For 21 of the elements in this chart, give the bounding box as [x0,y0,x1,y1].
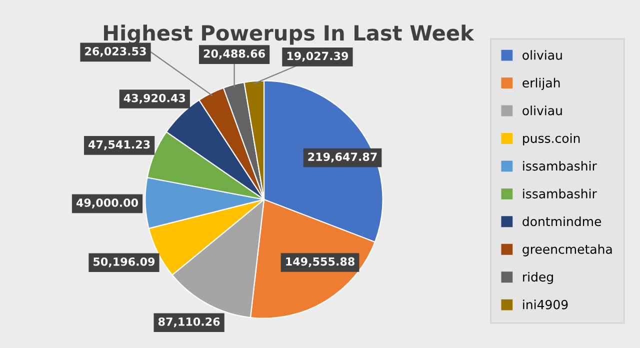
data-label: 43,920.43 [124,94,186,104]
data-label: 87,110.26 [158,317,220,328]
data-label: 219,647.87 [308,152,377,162]
data-label: 47,541.23 [88,140,150,150]
legend-label: greencmetaha [522,244,612,256]
legend-label: ini4909 [523,300,568,310]
legend-label: oliviau [522,50,562,60]
data-label: 19,027.39 [287,52,348,62]
legend-label: erlijah [522,78,560,90]
legend-label: rideg [523,272,553,284]
data-label: 20,488.66 [204,49,265,60]
legend-label: issambashir [523,188,597,198]
legend-label: puss.coin [523,133,580,146]
data-label: 49,000.00 [76,198,138,208]
legend-label: issambashir [523,161,597,171]
data-label: 26,023.53 [85,47,146,57]
legend-label: oliviau [522,106,562,116]
data-label: 149,555.88 [286,257,354,268]
data-label: 50,196.09 [94,257,155,268]
chart-title: Highest Powerups In Last Week [104,24,474,45]
legend-label: dontmindme [522,216,602,226]
